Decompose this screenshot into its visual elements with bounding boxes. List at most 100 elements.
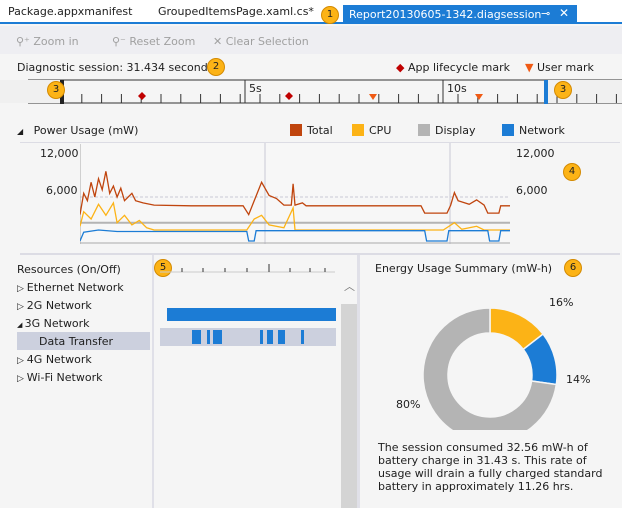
callout-badge-1: 1 [321, 6, 339, 24]
zoom-in-button[interactable]: ⚲⁺ Zoom in [16, 35, 79, 48]
data-transfer-segment [207, 330, 210, 344]
resource-label: Wi-Fi Network [26, 371, 103, 384]
collapsed-icon[interactable]: ▷ [17, 284, 27, 294]
series-line-total [80, 171, 510, 217]
user-mark [369, 94, 377, 100]
swatch [290, 124, 302, 136]
lifecycle-mark [138, 92, 146, 100]
power-usage-header[interactable]: ◢ Power Usage (mW) [17, 124, 138, 137]
user-mark [475, 94, 483, 100]
ruler-label-10s: 10s [447, 82, 467, 95]
collapsed-icon[interactable]: ▷ [17, 374, 27, 384]
legend-display: Display [418, 124, 476, 137]
y-tick-6000-left: 6,000 [46, 184, 78, 197]
network-on-bar [167, 308, 336, 321]
swatch [418, 124, 430, 136]
callout-badge-2: 2 [207, 58, 225, 76]
diamond-icon: ◆ [396, 61, 405, 74]
collapsed-icon[interactable]: ▷ [17, 302, 27, 312]
data-transfer-segment [213, 330, 222, 344]
lifecycle-mark [285, 92, 293, 100]
tab-grouped-items-page[interactable]: GroupedItemsPage.xaml.cs* [158, 5, 314, 18]
series-line-network [80, 229, 510, 242]
callout-badge-3-right: 3 [554, 81, 572, 99]
resource-item[interactable]: ◢ 3G Network [17, 317, 90, 330]
energy-donut-chart [422, 307, 558, 430]
reset-zoom-label: Reset Zoom [129, 35, 196, 48]
zoom-in-label: Zoom in [33, 35, 79, 48]
legend-label: Network [519, 124, 565, 137]
data-transfer-row [160, 328, 336, 346]
legend-lifecycle-label: App lifecycle mark [407, 61, 510, 74]
clear-selection-button[interactable]: ✕ Clear Selection [213, 35, 309, 48]
legend-network: Network [502, 124, 565, 137]
resource-label: 2G Network [26, 299, 92, 312]
divider [152, 255, 154, 508]
resource-item[interactable]: ▷ 4G Network [17, 353, 92, 366]
donut-slice [422, 307, 558, 430]
y-tick-12000-right: 12,000 [516, 147, 555, 160]
chevron-up-icon: ︿ [344, 280, 355, 293]
legend-lifecycle: ◆ App lifecycle mark [396, 61, 510, 74]
expanded-icon[interactable]: ◢ [17, 321, 25, 329]
slice-label-cpu: 16% [549, 296, 574, 309]
resource-item[interactable]: ▷ 2G Network [17, 299, 92, 312]
resource-item[interactable]: ▷ Wi-Fi Network [17, 371, 102, 384]
timeline-ruler[interactable] [0, 78, 622, 106]
y-tick-12000-left: 12,000 [40, 147, 79, 160]
reset-zoom-button[interactable]: ⚲⁻ Reset Zoom [112, 35, 195, 48]
power-usage-title: Power Usage (mW) [33, 124, 139, 137]
tab-label: Report20130605-1342.diagsession [349, 8, 542, 21]
collapsed-icon[interactable]: ▷ [17, 356, 27, 366]
tab-diagsession[interactable]: Report20130605-1342.diagsession ⊸ ✕ [343, 5, 577, 24]
energy-summary-title: Energy Usage Summary (mW-h) [375, 262, 553, 275]
resource-item[interactable]: Data Transfer [17, 332, 150, 350]
divider [357, 255, 360, 508]
data-transfer-segment [260, 330, 263, 344]
legend-label: CPU [369, 124, 392, 137]
session-duration: Diagnostic session: 31.434 seconds [17, 61, 214, 74]
divider [20, 142, 620, 143]
collapse-triangle-icon: ◢ [17, 127, 24, 136]
legend-user-label: User mark [536, 61, 594, 74]
resource-label: 4G Network [26, 353, 92, 366]
selection-end-handle [544, 80, 548, 104]
close-icon[interactable]: ✕ [559, 6, 570, 20]
energy-summary-text: The session consumed 32.56 mW-h of batte… [378, 441, 603, 493]
legend-total: Total [290, 124, 333, 137]
tab-package-manifest[interactable]: Package.appxmanifest [8, 5, 133, 18]
zoom-out-icon: ⚲⁻ [112, 35, 126, 48]
resource-timeline[interactable] [160, 260, 340, 360]
resources-title: Resources (On/Off) [17, 263, 121, 276]
callout-badge-4: 4 [563, 163, 581, 181]
scrollbar-thumb[interactable] [341, 304, 357, 508]
slice-label-network: 14% [566, 373, 591, 386]
ruler-outside-left [0, 80, 62, 103]
data-transfer-segment [278, 330, 285, 344]
clear-selection-icon: ✕ [213, 35, 223, 48]
resource-item[interactable]: ▷ Ethernet Network [17, 281, 124, 294]
legend-label: Total [307, 124, 333, 137]
triangle-down-icon: ▼ [525, 61, 534, 74]
data-transfer-segment [267, 330, 273, 344]
resource-label: Ethernet Network [26, 281, 124, 294]
pin-icon[interactable]: ⊸ [541, 7, 551, 20]
resource-label: Data Transfer [39, 335, 113, 348]
ruler-label-5s: 5s [249, 82, 262, 95]
scroll-up-button[interactable]: ︿ [341, 278, 357, 298]
toolbar [0, 26, 622, 54]
slice-label-display: 80% [396, 398, 421, 411]
y-tick-6000-right: 6,000 [516, 184, 548, 197]
clear-selection-label: Clear Selection [225, 35, 309, 48]
power-usage-chart[interactable] [80, 143, 510, 244]
divider [20, 253, 620, 255]
data-transfer-segment [192, 330, 201, 344]
swatch [502, 124, 514, 136]
legend-cpu: CPU [352, 124, 391, 137]
callout-badge-3-left: 3 [47, 81, 65, 99]
series-line-cpu [80, 201, 510, 231]
resource-label: 3G Network [24, 317, 90, 330]
zoom-in-icon: ⚲⁺ [16, 35, 30, 48]
data-transfer-segment [301, 330, 304, 344]
legend-user-mark: ▼ User mark [525, 61, 594, 74]
